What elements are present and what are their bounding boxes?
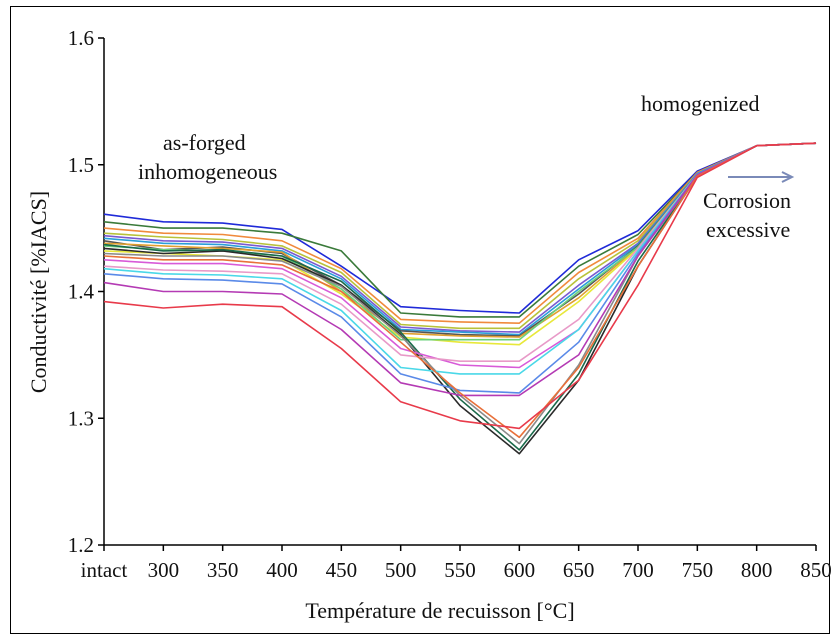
x-tick-label: 500 (385, 558, 417, 582)
annotation-inhomogeneous: inhomogeneous (138, 159, 277, 184)
y-tick-label: 1.2 (68, 533, 94, 557)
x-tick-label: 700 (622, 558, 654, 582)
x-tick-label: 600 (504, 558, 536, 582)
axes: 1.2 1.3 1.4 1.5 1.6 intact 300 350 400 450 500 550 6… (68, 26, 832, 582)
series-line-1 (103, 142, 817, 314)
x-axis-title: Température de recuisson [°C] (305, 598, 574, 623)
x-tick-label: intact (81, 558, 128, 582)
annotations: as-forged inhomogeneous homogenized Corr… (138, 91, 795, 242)
series-layer (103, 142, 817, 455)
corrosion-arrow-head (781, 171, 795, 183)
x-tick-label: 650 (563, 558, 595, 582)
series-line-6 (103, 142, 817, 336)
y-tick-label: 1.3 (68, 406, 94, 430)
x-tick-label: 550 (444, 558, 476, 582)
x-tick-label: 300 (148, 558, 180, 582)
x-tick-label: 450 (326, 558, 358, 582)
annotation-as-forged: as-forged (163, 130, 246, 155)
y-axis-title: Conductivité [%IACS] (26, 191, 51, 393)
series-line-19 (103, 142, 817, 439)
x-tick-label: 850 (800, 558, 832, 582)
y-tick-label: 1.6 (68, 26, 94, 50)
series-line-3 (103, 142, 817, 325)
series-line-20 (103, 142, 817, 430)
series-line-18 (103, 142, 817, 397)
y-tick-label: 1.5 (68, 153, 94, 177)
x-tick-label: 350 (207, 558, 239, 582)
annotation-homogenized: homogenized (641, 91, 760, 116)
x-tick-label: 750 (682, 558, 714, 582)
y-tick-label: 1.4 (68, 280, 95, 304)
x-tick-label: 800 (741, 558, 773, 582)
annotation-corrosion: Corrosion (703, 188, 791, 213)
annotation-excessive: excessive (706, 217, 790, 242)
x-tick-label: 400 (266, 558, 298, 582)
